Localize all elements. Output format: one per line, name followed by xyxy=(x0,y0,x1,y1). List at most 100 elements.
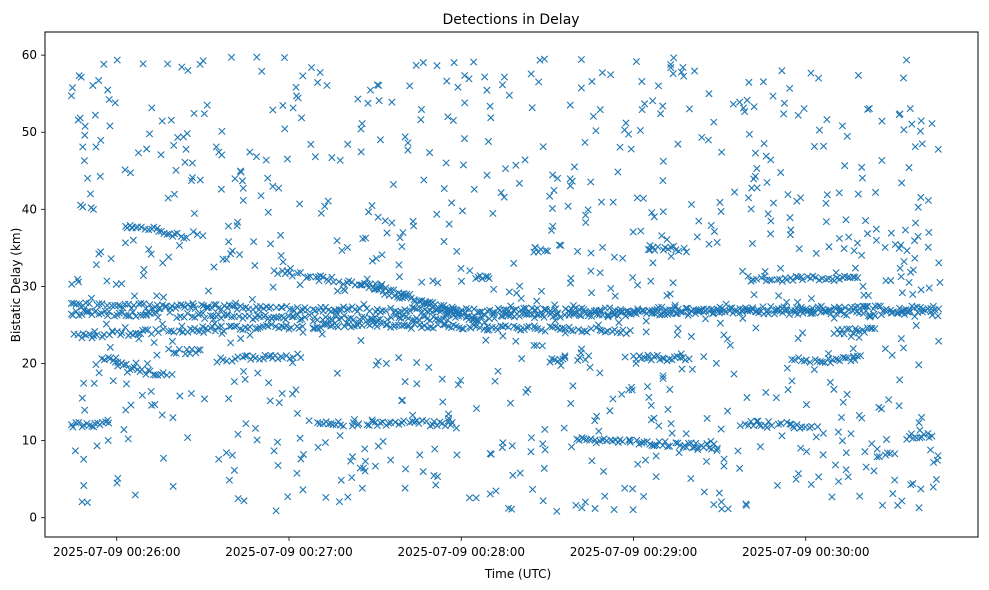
data-point xyxy=(442,159,450,167)
data-point xyxy=(361,467,369,475)
data-point xyxy=(296,434,304,442)
data-point xyxy=(794,111,802,119)
data-point xyxy=(812,249,820,257)
data-point xyxy=(461,72,469,80)
data-point xyxy=(195,327,204,335)
data-point xyxy=(541,425,549,434)
data-point xyxy=(807,69,815,77)
data-point xyxy=(170,230,179,238)
data-point xyxy=(481,311,489,319)
data-point xyxy=(644,245,653,254)
data-point xyxy=(618,437,627,446)
data-point xyxy=(778,67,786,75)
data-point xyxy=(401,293,409,301)
data-point xyxy=(108,327,116,335)
data-point xyxy=(159,259,167,267)
data-point xyxy=(266,240,275,248)
data-point xyxy=(222,255,231,264)
data-point xyxy=(934,145,942,153)
data-point xyxy=(756,443,764,451)
data-point xyxy=(631,308,640,316)
data-point xyxy=(204,303,212,311)
data-point xyxy=(786,214,794,222)
data-point xyxy=(204,287,213,295)
data-point xyxy=(601,492,609,500)
data-point xyxy=(573,247,582,255)
data-point xyxy=(159,454,168,462)
data-point xyxy=(850,247,858,255)
data-point xyxy=(721,308,729,316)
data-point xyxy=(528,485,537,494)
data-point xyxy=(896,264,904,272)
data-point xyxy=(812,433,820,441)
data-point xyxy=(391,312,400,320)
data-point xyxy=(210,263,218,271)
data-point xyxy=(509,471,517,479)
data-point xyxy=(180,234,188,242)
data-point xyxy=(863,230,872,238)
data-point xyxy=(577,84,585,92)
data-point xyxy=(130,292,139,300)
data-point xyxy=(123,368,131,376)
data-point xyxy=(450,306,458,314)
data-point xyxy=(743,96,751,104)
data-point xyxy=(153,292,161,300)
data-point xyxy=(307,140,315,148)
data-point xyxy=(837,413,846,422)
data-point xyxy=(604,312,612,320)
data-point xyxy=(795,245,803,253)
data-point xyxy=(457,264,465,273)
data-point xyxy=(465,75,473,83)
data-point xyxy=(912,321,920,330)
data-point xyxy=(637,227,645,235)
data-point xyxy=(639,194,648,203)
data-point xyxy=(381,217,389,225)
data-point xyxy=(667,60,675,69)
data-point xyxy=(687,200,696,208)
data-point xyxy=(250,238,258,246)
data-point xyxy=(485,274,493,283)
data-point xyxy=(665,355,674,363)
data-point xyxy=(783,306,791,314)
data-point xyxy=(500,73,508,81)
data-point xyxy=(655,422,663,430)
data-point xyxy=(438,375,446,383)
data-point xyxy=(897,241,905,249)
data-point xyxy=(121,239,130,247)
data-point xyxy=(891,476,899,484)
data-point xyxy=(409,217,417,225)
data-point xyxy=(287,324,295,332)
data-point xyxy=(508,505,516,513)
data-point xyxy=(762,152,770,160)
data-point xyxy=(241,375,249,383)
data-point xyxy=(769,199,778,207)
data-point xyxy=(439,398,447,406)
data-point xyxy=(764,210,772,218)
data-point xyxy=(585,352,593,360)
data-point xyxy=(751,149,760,157)
data-point xyxy=(327,322,335,330)
data-point xyxy=(425,363,433,371)
y-tick-label: 20 xyxy=(22,357,37,371)
data-point xyxy=(453,247,461,256)
data-point xyxy=(257,192,265,200)
data-point xyxy=(689,306,698,314)
data-point xyxy=(581,498,589,506)
data-point xyxy=(793,298,802,306)
data-point xyxy=(701,315,710,323)
data-point xyxy=(743,393,751,402)
data-point xyxy=(810,142,819,151)
data-point xyxy=(106,343,114,351)
data-point xyxy=(450,59,458,67)
data-point xyxy=(115,309,124,317)
data-point xyxy=(794,470,803,478)
data-point xyxy=(188,313,196,321)
data-point xyxy=(900,257,908,266)
plot-area xyxy=(45,32,978,537)
data-point xyxy=(131,491,139,499)
data-point xyxy=(713,238,721,247)
data-point xyxy=(163,230,171,238)
data-point xyxy=(556,313,564,321)
data-point xyxy=(932,475,940,484)
data-point xyxy=(408,304,417,312)
